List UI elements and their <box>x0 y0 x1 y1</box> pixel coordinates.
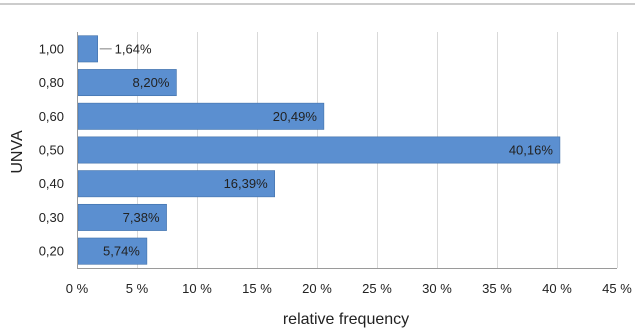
x-tick-label: 30 % <box>422 281 452 296</box>
x-tick-label: 35 % <box>482 281 512 296</box>
labels: 0 % 5 % 10 % 15 % 20 % 25 % 30 % 35 % 40 % 45 % 1,… <box>39 41 633 296</box>
bars <box>77 35 561 265</box>
data-label: 40,16% <box>509 143 554 158</box>
y-tick-label: 0,30 <box>39 210 64 225</box>
x-tick-label: 5 % <box>126 281 149 296</box>
data-label: 1,64% <box>115 41 152 56</box>
x-tick-label: 10 % <box>182 281 212 296</box>
y-tick-label: 1,00 <box>39 41 64 56</box>
y-tick-label: 0,50 <box>39 143 64 158</box>
y-axis-title: UNVA <box>9 130 26 174</box>
bar <box>77 136 561 164</box>
x-axis-title: relative frequency <box>283 311 409 328</box>
y-tick-label: 0,20 <box>39 244 64 259</box>
x-tick-label: 15 % <box>242 281 272 296</box>
y-tick-label: 0,40 <box>39 176 64 191</box>
x-tick-label: 45 % <box>602 281 632 296</box>
y-tick-label: 0,60 <box>39 109 64 124</box>
bar <box>77 69 177 97</box>
x-tick-label: 25 % <box>362 281 392 296</box>
bar <box>77 35 98 63</box>
axes <box>77 32 617 269</box>
data-label: 5,74% <box>103 244 140 259</box>
data-label: 8,20% <box>133 75 170 90</box>
data-label: 7,38% <box>123 210 160 225</box>
x-tick-label: 0 % <box>66 281 89 296</box>
x-tick-label: 40 % <box>542 281 572 296</box>
y-tick-label: 0,80 <box>39 75 64 90</box>
data-label: 20,49% <box>273 109 318 124</box>
x-tick-label: 20 % <box>302 281 332 296</box>
data-label: 16,39% <box>224 176 269 191</box>
